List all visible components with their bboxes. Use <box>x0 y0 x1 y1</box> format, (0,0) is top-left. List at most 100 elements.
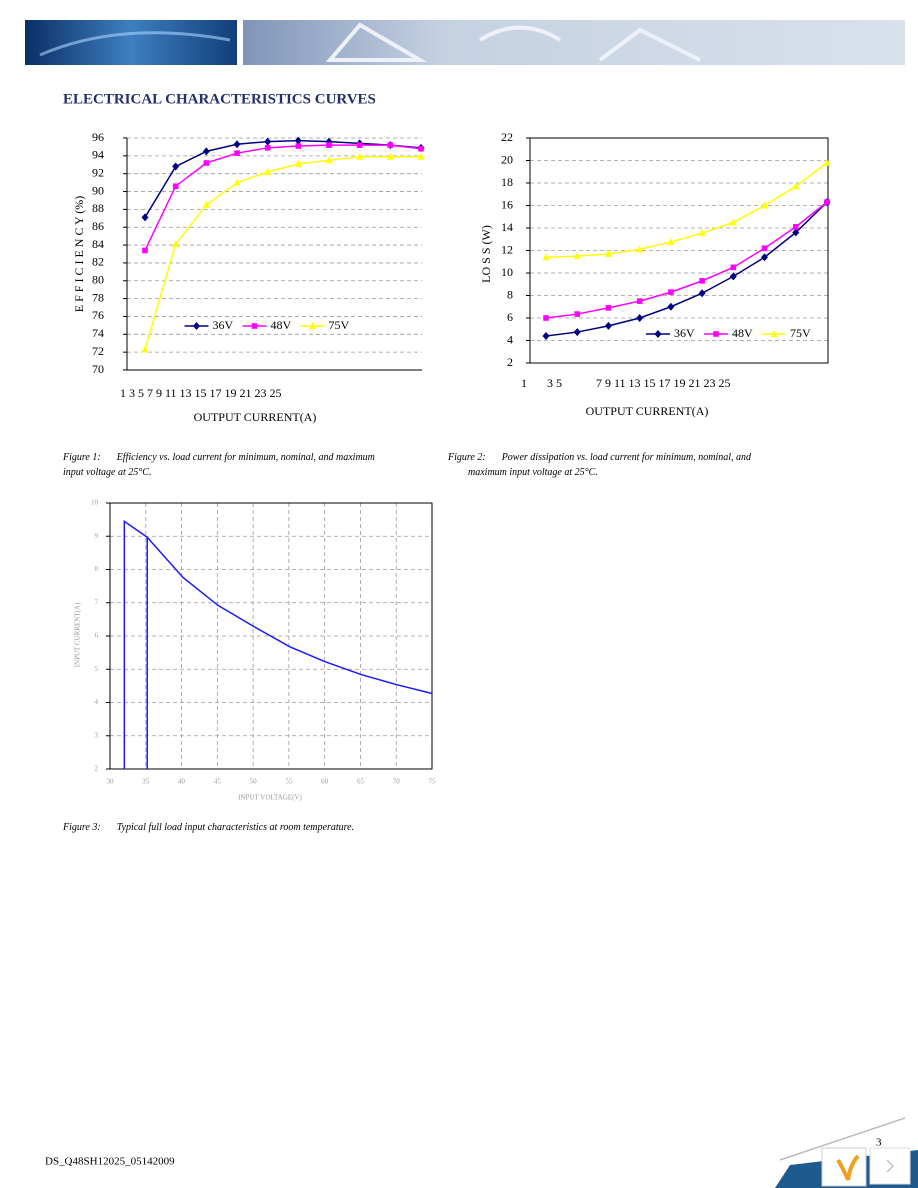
y-tick-label: 96 <box>92 130 104 144</box>
y-tick-label: 2 <box>95 765 99 773</box>
series-line <box>545 162 828 258</box>
caption: Figure 3: Typical full load input charact… <box>63 820 363 835</box>
series-line <box>144 144 422 251</box>
y-axis-title: LO S S (W) <box>479 225 493 283</box>
marker <box>698 289 706 298</box>
marker <box>761 201 769 209</box>
y-tick-label: 4 <box>95 698 99 706</box>
x-tick-label: 55 <box>285 778 293 786</box>
marker <box>761 253 769 262</box>
y-tick-label: 22 <box>501 130 513 144</box>
y-tick-label: 18 <box>501 175 513 189</box>
x-tick-label: 40 <box>178 778 186 786</box>
legend-label: 36V <box>674 326 695 340</box>
x-axis-title: INPUT VOLTAGE(V) <box>238 794 302 802</box>
y-tick-label: 94 <box>92 148 104 162</box>
marker <box>605 305 612 311</box>
marker <box>574 311 581 317</box>
marker <box>172 240 180 248</box>
y-tick-label: 78 <box>92 290 104 304</box>
y-tick-label: 3 <box>95 731 99 739</box>
marker <box>233 140 241 149</box>
marker <box>729 272 737 281</box>
footer-arrow-box <box>869 1147 911 1185</box>
y-tick-label: 86 <box>92 219 104 233</box>
x-tick-label: 70 <box>393 778 401 786</box>
y-tick-label: 9 <box>95 532 99 540</box>
x-tick-label: 1 3 5 7 9 11 13 15 17 19 21 23 25 <box>120 386 282 400</box>
series-line <box>144 139 422 218</box>
x-axis-title: OUTPUT CURRENT(A) <box>586 404 709 418</box>
marker <box>141 213 149 222</box>
y-tick-label: 82 <box>92 255 104 269</box>
caption-label: Figure 2: <box>448 452 486 463</box>
marker <box>761 245 768 252</box>
legend-label: 48V <box>732 326 753 340</box>
marker <box>698 229 706 237</box>
marker <box>417 152 425 160</box>
caption-text: Efficiency vs. load current for minimum,… <box>63 452 375 478</box>
section-title: ELECTRICAL CHARACTERISTICS CURVES <box>63 91 376 107</box>
y-tick-label: 6 <box>95 632 99 640</box>
banner-shapes <box>325 22 701 62</box>
marker <box>356 142 363 148</box>
marker <box>543 315 549 321</box>
marker <box>824 199 830 205</box>
marker <box>234 150 240 156</box>
y-tick-label: 12 <box>501 242 513 256</box>
marker <box>172 162 180 171</box>
marker <box>294 159 302 167</box>
x-tick-label: 50 <box>250 778 258 786</box>
marker <box>233 178 241 186</box>
y-tick-label: 92 <box>92 165 104 179</box>
y-tick-label: 10 <box>501 265 513 279</box>
marker <box>142 247 148 254</box>
caption: Figure 1: Efficiency vs. load current for… <box>63 450 393 480</box>
marker <box>604 321 612 330</box>
banner-band <box>243 20 905 65</box>
marker <box>251 323 258 329</box>
y-tick-label: 72 <box>92 344 104 358</box>
marker <box>264 137 272 146</box>
y-axis-title: INPUT CURRENT(A) <box>74 602 82 667</box>
x-tick-label: 45 <box>214 778 222 786</box>
marker <box>542 332 550 340</box>
plot-frame <box>109 502 433 770</box>
y-axis-title: E F F I C I E N C Y (%) <box>72 196 86 312</box>
marker <box>172 183 179 189</box>
caption-text: Typical full load input characteristics … <box>116 822 355 833</box>
series-line <box>545 201 828 337</box>
marker <box>792 224 799 230</box>
footer-line <box>779 1117 906 1161</box>
marker <box>667 238 675 246</box>
y-tick-label: 10 <box>91 499 99 507</box>
marker <box>325 156 333 164</box>
series-line <box>545 201 828 319</box>
x-tick-label: 75 <box>429 778 437 786</box>
y-tick-label: 14 <box>501 220 513 234</box>
caption: Figure 2: Power dissipation vs. load curr… <box>448 450 788 480</box>
x-axis-title: OUTPUT CURRENT(A) <box>194 410 317 424</box>
legend-label: 75V <box>329 318 350 332</box>
marker <box>729 218 737 226</box>
marker <box>792 228 800 237</box>
x-tick-label: 7 9 11 13 15 17 19 21 23 25 <box>596 376 731 390</box>
marker <box>309 322 316 329</box>
x-tick-label: 3 5 <box>547 376 562 390</box>
doc-id: DS_Q48SH12025_05142009 <box>45 1156 175 1168</box>
marker <box>202 200 210 208</box>
logo-mark <box>836 1154 860 1181</box>
marker <box>699 278 705 284</box>
caption-label: Figure 1: <box>63 452 101 463</box>
y-tick-label: 70 <box>92 362 104 376</box>
x-tick-label: 35 <box>142 778 150 786</box>
caption-text: Power dissipation vs. load current for m… <box>468 452 752 478</box>
legend-label: 75V <box>790 326 811 340</box>
y-tick-label: 7 <box>95 598 99 606</box>
x-tick-label: 1 <box>521 376 527 390</box>
marker <box>636 245 644 253</box>
marker <box>141 345 149 353</box>
marker <box>668 289 674 295</box>
y-tick-label: 5 <box>95 665 99 673</box>
marker <box>823 158 831 166</box>
